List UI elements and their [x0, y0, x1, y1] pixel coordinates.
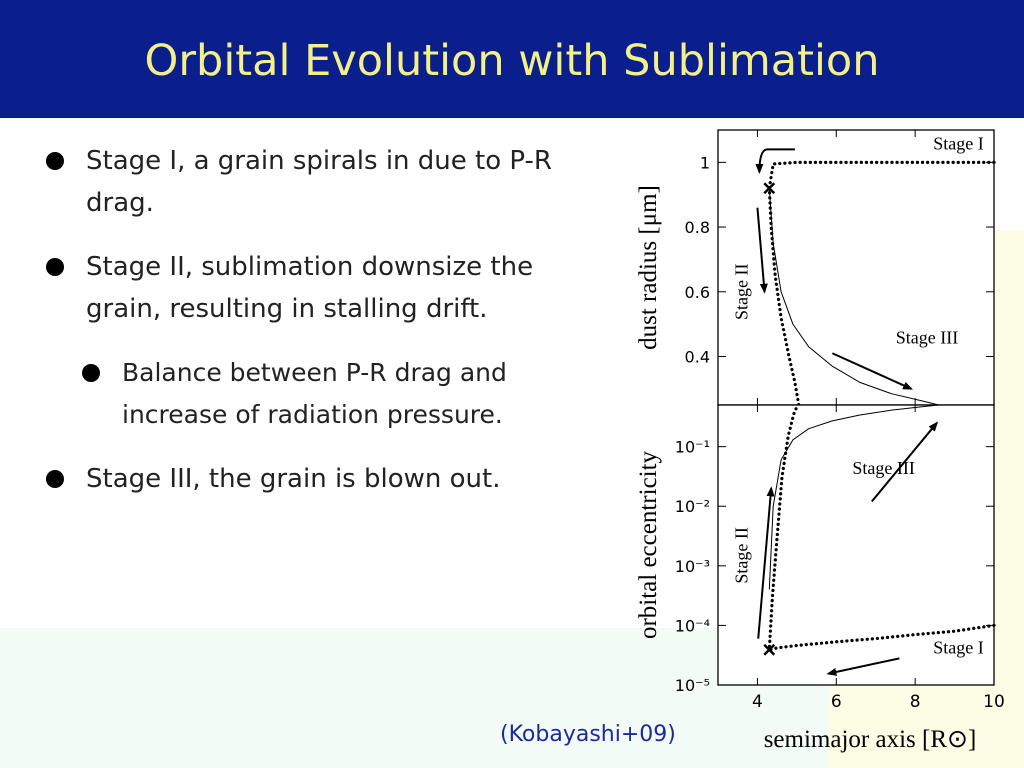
y-tick-label: 10⁻⁴: [675, 616, 710, 635]
stage-annotation: Stage III: [896, 328, 958, 348]
stage-arrow: [871, 421, 939, 503]
orbital-evolution-chart: 0.4 0.6 0.8 1 Stage I Stage II Stage III dust r…: [635, 129, 1005, 753]
y-tick-label: 0.8: [685, 218, 710, 237]
solid-series-line: [768, 188, 939, 406]
bullet-text: Balance between P-R drag and increase of…: [122, 358, 507, 429]
stage-arrow: [755, 148, 795, 175]
bullet-item: Stage II, sublimation downsize the grain…: [40, 246, 556, 330]
bullet-item: Stage I, a grain spirals in due to P-R d…: [40, 140, 556, 224]
y-tick-label: 1: [700, 153, 710, 172]
x-tick-label: 4: [752, 692, 763, 712]
stage-annotation: Stage III: [852, 458, 914, 478]
stage-annotation: Stage I: [933, 637, 983, 657]
plot-frame: [717, 404, 995, 686]
bullet-text: Stage III, the grain is blown out.: [86, 464, 501, 494]
citation: (Kobayashi+09): [500, 722, 676, 747]
plot-frame: [717, 129, 995, 406]
stage-annotation: Stage II: [732, 264, 752, 320]
stage-annotation: Stage II: [732, 527, 752, 583]
stage-arrow: [826, 657, 900, 676]
bullet-item: Stage III, the grain is blown out.: [40, 458, 586, 500]
solid-series-line: [768, 404, 939, 590]
title-bar: [0, 0, 1024, 118]
bullet-text: Stage II, sublimation downsize the grain…: [86, 252, 534, 324]
bullet-dot-icon: [46, 152, 64, 170]
y-tick-label: 0.4: [685, 347, 710, 366]
dotted-series-line: [767, 160, 996, 407]
bullet-list: Stage I, a grain spirals in due to P-R d…: [40, 140, 600, 522]
dotted-series-line: [767, 403, 996, 652]
x-tick-label: 8: [910, 692, 921, 712]
sub-bullet-item: Balance between P-R drag and increase of…: [80, 352, 572, 436]
bullet-dot-icon: [46, 470, 64, 488]
y-tick-label: 0.6: [685, 283, 710, 302]
slide-title: Orbital Evolution with Sublimation: [144, 36, 880, 86]
y-tick-label: 10⁻²: [675, 497, 710, 516]
stage-arrow: [756, 207, 768, 294]
cross-marker: [763, 182, 776, 195]
y-axis-label: dust radius [μm]: [635, 185, 662, 350]
bullet-text: Stage I, a grain spirals in due to P-R d…: [86, 146, 552, 218]
x-tick-label: 10: [983, 692, 1005, 712]
stage-arrow: [831, 352, 914, 390]
bullet-dot-icon: [46, 258, 64, 276]
stage-annotation: Stage I: [933, 133, 983, 153]
y-axis-label: orbital eccentricity: [635, 450, 662, 639]
cross-marker: [763, 643, 776, 656]
y-tick-label: 10⁻⁵: [675, 676, 710, 695]
y-tick-label: 10⁻³: [675, 557, 710, 576]
bullet-dot-icon: [82, 364, 100, 382]
x-axis-label: semimajor axis [R⊙]: [764, 726, 977, 753]
x-tick-label: 6: [831, 692, 842, 712]
stage-arrow: [757, 486, 775, 639]
y-tick-label: 10⁻¹: [675, 438, 710, 457]
